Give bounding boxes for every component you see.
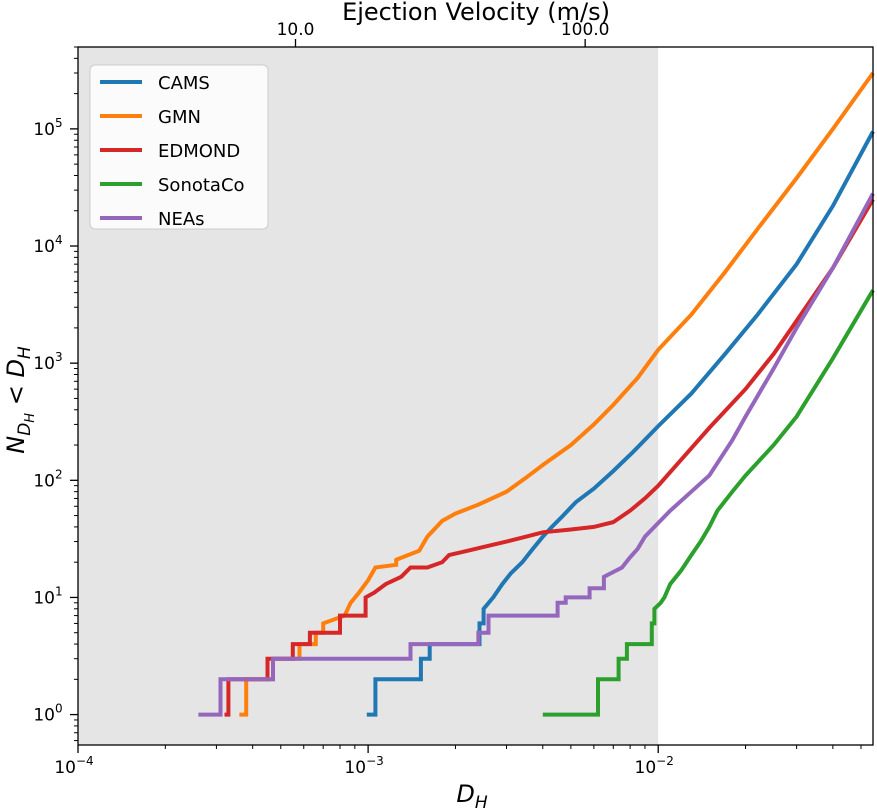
series-line-neas xyxy=(198,192,875,717)
legend-box xyxy=(89,64,269,230)
legend-label-cams: CAMS xyxy=(158,73,210,94)
series-line-sonotaco xyxy=(542,289,875,717)
y-tick-label: 103 xyxy=(33,350,62,374)
series-line-cams xyxy=(366,130,875,717)
y-axis-title-relation-sub: H xyxy=(15,346,35,359)
axes-layer: 10−4 10−3 10−2 100 101 102 103 104 105 10.0 100.0 xyxy=(33,20,874,778)
x-tick-label: 10−3 xyxy=(344,754,383,778)
y-axis-title: NDH < DH xyxy=(2,346,38,454)
top-tick-label: 10.0 xyxy=(277,20,315,40)
top-tick-label: 100.0 xyxy=(561,20,610,40)
top-axis-title: Ejection Velocity (m/s) xyxy=(342,0,610,26)
legend-label-edmond: EDMOND xyxy=(158,141,240,162)
plot-frame xyxy=(77,46,874,746)
y-axis-title-relation: < D xyxy=(2,359,30,413)
y-tick-label: 100 xyxy=(33,702,62,726)
y-axis-title-sub: D xyxy=(15,423,35,436)
series-layer xyxy=(198,71,875,717)
x-axis-title-sub: H xyxy=(475,793,488,810)
legend-label-gmn: GMN xyxy=(158,107,201,128)
legend: CAMS GMN EDMOND SonotaCo NEAs xyxy=(89,64,269,230)
x-axis-title-main: D xyxy=(456,780,474,808)
x-axis-title: DH xyxy=(456,780,487,810)
legend-label-sonotaco: SonotaCo xyxy=(158,175,245,196)
legend-label-neas: NEAs xyxy=(158,209,205,230)
y-axis-title-subsub: H xyxy=(23,413,38,423)
y-tick-label: 104 xyxy=(33,233,62,257)
svg-text:NDH < DH: NDH < DH xyxy=(2,346,38,454)
y-tick-label: 101 xyxy=(33,584,62,608)
series-line-edmond xyxy=(224,198,875,717)
y-axis-title-main: N xyxy=(2,436,30,454)
x-tick-label: 10−2 xyxy=(635,754,674,778)
x-tick-label: 10−4 xyxy=(54,754,93,778)
y-tick-label: 102 xyxy=(33,467,62,491)
y-tick-label: 105 xyxy=(33,116,62,140)
